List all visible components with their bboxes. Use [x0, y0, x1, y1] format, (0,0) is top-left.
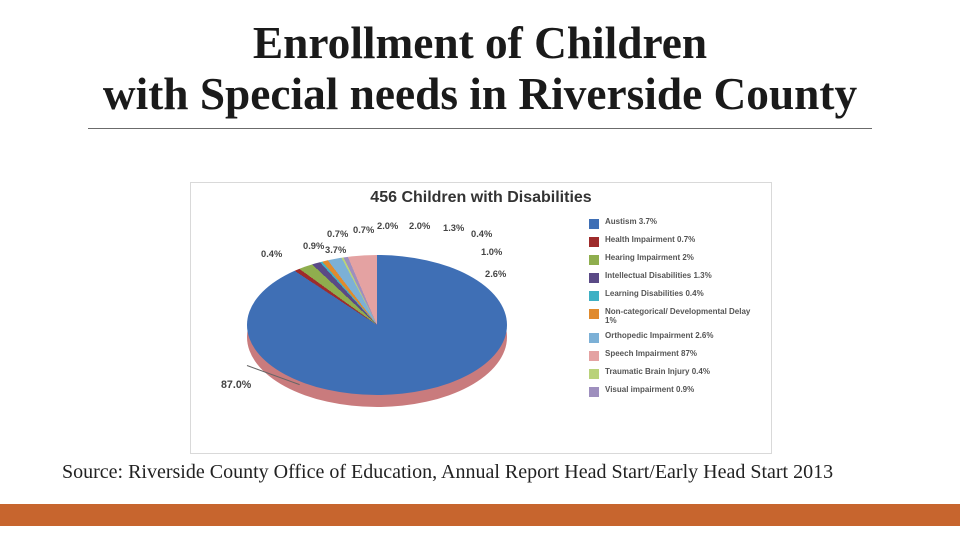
- legend-swatch: [589, 219, 599, 229]
- pie-callouts: 87.0%0.4%0.9%0.7%0.7%3.7%2.0%2.0%1.3%0.4…: [217, 235, 537, 425]
- legend-item: Orthopedic Impairment 2.6%: [589, 331, 759, 343]
- title-line-2: with Special needs in Riverside County: [0, 69, 960, 120]
- source-citation: Source: Riverside County Office of Educa…: [62, 461, 898, 484]
- pie-callout: 87.0%: [221, 379, 251, 391]
- pie-callout: 0.4%: [471, 229, 492, 239]
- legend-label: Hearing Impairment 2%: [605, 253, 694, 262]
- legend-swatch: [589, 333, 599, 343]
- legend-label: Orthopedic Impairment 2.6%: [605, 331, 713, 340]
- legend-item: Learning Disabilities 0.4%: [589, 289, 759, 301]
- legend-item: Visual impairment 0.9%: [589, 385, 759, 397]
- pie-callout: 3.7%: [325, 245, 346, 255]
- legend-swatch: [589, 387, 599, 397]
- pie-callout: 0.7%: [327, 229, 348, 239]
- legend-item: Speech Impairment 87%: [589, 349, 759, 361]
- legend-label: Learning Disabilities 0.4%: [605, 289, 704, 298]
- legend-item: Intellectual Disabilities 1.3%: [589, 271, 759, 283]
- title-underline: [88, 128, 872, 129]
- legend-label: Health Impairment 0.7%: [605, 235, 695, 244]
- legend-item: Health Impairment 0.7%: [589, 235, 759, 247]
- legend-label: Austism 3.7%: [605, 217, 657, 226]
- pie-callout: 0.7%: [353, 225, 374, 235]
- pie-callout: 0.4%: [261, 249, 282, 259]
- pie-callout: 1.0%: [481, 247, 502, 257]
- pie-callout: 1.3%: [443, 223, 464, 233]
- pie-callout: 2.6%: [485, 269, 506, 279]
- pie-callout: 2.0%: [377, 221, 398, 231]
- legend-item: Traumatic Brain Injury 0.4%: [589, 367, 759, 379]
- legend-label: Visual impairment 0.9%: [605, 385, 694, 394]
- pie-callout: 0.9%: [303, 241, 324, 251]
- legend-swatch: [589, 273, 599, 283]
- legend-swatch: [589, 255, 599, 265]
- legend-swatch: [589, 351, 599, 361]
- legend-item: Austism 3.7%: [589, 217, 759, 229]
- chart-legend: Austism 3.7% Health Impairment 0.7% Hearin…: [589, 217, 759, 403]
- legend-swatch: [589, 309, 599, 319]
- legend-swatch: [589, 237, 599, 247]
- legend-label: Non-categorical/ Developmental Delay 1%: [605, 307, 759, 325]
- footer-accent-bar: [0, 504, 960, 526]
- legend-item: Hearing Impairment 2%: [589, 253, 759, 265]
- pie-leader-line: [247, 365, 300, 385]
- legend-swatch: [589, 369, 599, 379]
- legend-label: Traumatic Brain Injury 0.4%: [605, 367, 710, 376]
- slide: Enrollment of Children with Special need…: [0, 0, 960, 540]
- pie-callout: 2.0%: [409, 221, 430, 231]
- title-line-1: Enrollment of Children: [0, 18, 960, 69]
- pie-area: 87.0%0.4%0.9%0.7%0.7%3.7%2.0%2.0%1.3%0.4…: [217, 235, 537, 425]
- legend-label: Speech Impairment 87%: [605, 349, 697, 358]
- chart-container: 456 Children with Disabilities 87.0% 0.4%…: [190, 182, 772, 454]
- title-block: Enrollment of Children with Special need…: [0, 18, 960, 120]
- legend-item: Non-categorical/ Developmental Delay 1%: [589, 307, 759, 325]
- legend-swatch: [589, 291, 599, 301]
- legend-label: Intellectual Disabilities 1.3%: [605, 271, 712, 280]
- chart-title: 456 Children with Disabilities: [191, 189, 771, 207]
